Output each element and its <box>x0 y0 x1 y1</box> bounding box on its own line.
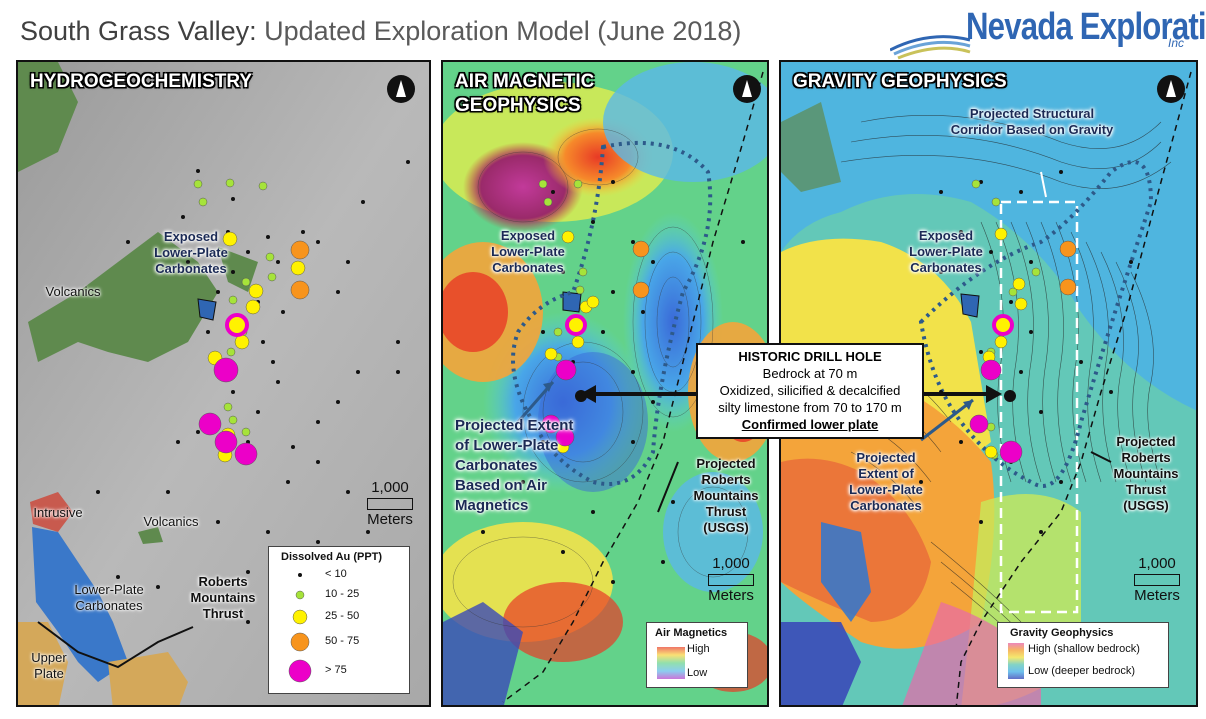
mag-legend-high: High <box>687 643 710 655</box>
north-arrow-icon <box>1157 75 1185 103</box>
callout-line-3: silty limestone from 70 to 170 m <box>718 400 902 415</box>
hydro-volcanics-label-1: Volcanics <box>45 284 101 299</box>
mag-scale-bar: 1,000 Meters <box>701 556 761 604</box>
hydrogeochemistry-panel: HYDROGEOCHEMISTRY Exposed Lower-Plate Ca… <box>16 60 431 707</box>
grav-thrust-label: Projected Roberts Mountains Thrust (USGS… <box>1113 434 1179 513</box>
mag-legend-low: Low <box>687 667 708 679</box>
callout-line-1: Bedrock at 70 m <box>762 366 858 381</box>
mag-exposed-label: Exposed Lower-Plate Carbonates <box>491 228 565 275</box>
grav-scale-unit: Meters <box>1134 587 1180 604</box>
north-arrow-icon <box>387 75 415 103</box>
hydro-lower-plate-label: Lower-Plate Carbonates <box>74 582 144 613</box>
hydro-title: HYDROGEOCHEMISTRY <box>30 71 253 92</box>
hydro-thrust-label: Roberts Mountains Thrust <box>190 574 256 621</box>
title-part2: Updated Exploration Model (June 2018) <box>264 16 742 46</box>
grav-scale-bar: 1,000 Meters <box>1127 556 1187 604</box>
hydro-legend: Dissolved Au (PPT) < 10 10 - 25 25 - 50 … <box>268 546 410 694</box>
hydro-map <box>18 62 429 705</box>
hydro-intrusive-label: Intrusive <box>33 505 83 520</box>
hydro-scale-value: 1,000 <box>371 479 409 496</box>
mag-title: AIR MAGNETIC GEOPHYSICS <box>455 71 595 116</box>
callout-line-2: Oxidized, silicified & decalcified <box>719 383 901 398</box>
grav-scale-box <box>1134 574 1180 586</box>
hydro-legend-title: Dissolved Au (PPT) <box>281 551 383 563</box>
page-title: South Grass Valley: Updated Exploration … <box>20 16 741 47</box>
grav-legend-title: Gravity Geophysics <box>1010 627 1114 639</box>
mag-scale-value: 1,000 <box>712 555 750 572</box>
hydro-upper-plate-label: Upper Plate <box>31 650 67 681</box>
hydro-legend-item-2: 10 - 25 <box>325 588 360 600</box>
logo-name: Nevada Exploration <box>966 6 1206 48</box>
grav-legend-low: Low (deeper bedrock) <box>1028 665 1136 677</box>
callout-title: HISTORIC DRILL HOLE <box>738 349 882 364</box>
hydro-legend-item-3: 25 - 50 <box>325 610 360 622</box>
grav-exposed-label: Exposed Lower-Plate Carbonates <box>909 228 983 275</box>
mag-legend-colorbar <box>657 647 685 679</box>
hydro-scale-bar: 1,000 Meters <box>360 480 420 528</box>
hydro-legend-symbols <box>288 573 312 683</box>
hydro-legend-item-1: < 10 <box>325 568 347 580</box>
mag-projected-label: Projected Extent of Lower-Plate Carbonat… <box>455 417 574 514</box>
grav-corridor-label: Projected Structural Corridor Based on G… <box>950 106 1114 137</box>
hydro-exposed-label: Exposed Lower-Plate Carbonates <box>154 229 228 276</box>
grav-legend-colorbar <box>1008 643 1024 679</box>
mag-scale-box <box>708 574 754 586</box>
historic-drill-hole-callout: HISTORIC DRILL HOLE Bedrock at 70 m Oxid… <box>696 343 924 439</box>
hydro-volcanics-label-2: Volcanics <box>143 514 199 529</box>
grav-scale-value: 1,000 <box>1138 555 1176 572</box>
grav-title: GRAVITY GEOPHYSICS <box>793 71 1007 92</box>
north-arrow-icon <box>733 75 761 103</box>
mag-legend: Air Magnetics High Low <box>646 622 748 688</box>
callout-line-4: Confirmed lower plate <box>741 417 879 432</box>
grav-legend: Gravity Geophysics High (shallow bedrock… <box>997 622 1169 688</box>
hydro-scale-unit: Meters <box>367 511 413 528</box>
hydro-legend-item-5: > 75 <box>325 664 347 676</box>
grav-legend-high: High (shallow bedrock) <box>1028 643 1140 655</box>
mag-scale-unit: Meters <box>708 587 754 604</box>
logo-swoosh <box>890 35 971 60</box>
mag-legend-title: Air Magnetics <box>655 627 728 639</box>
mag-thrust-label: Projected Roberts Mountains Thrust (USGS… <box>693 456 759 535</box>
logo-suffix: Inc <box>1168 36 1185 50</box>
hydro-legend-item-4: 50 - 75 <box>325 635 360 647</box>
title-part1: South Grass Valley: <box>20 16 265 46</box>
grav-projected-label: Projected Extent of Lower-Plate Carbonat… <box>849 450 923 513</box>
hydro-scale-box <box>367 498 413 510</box>
